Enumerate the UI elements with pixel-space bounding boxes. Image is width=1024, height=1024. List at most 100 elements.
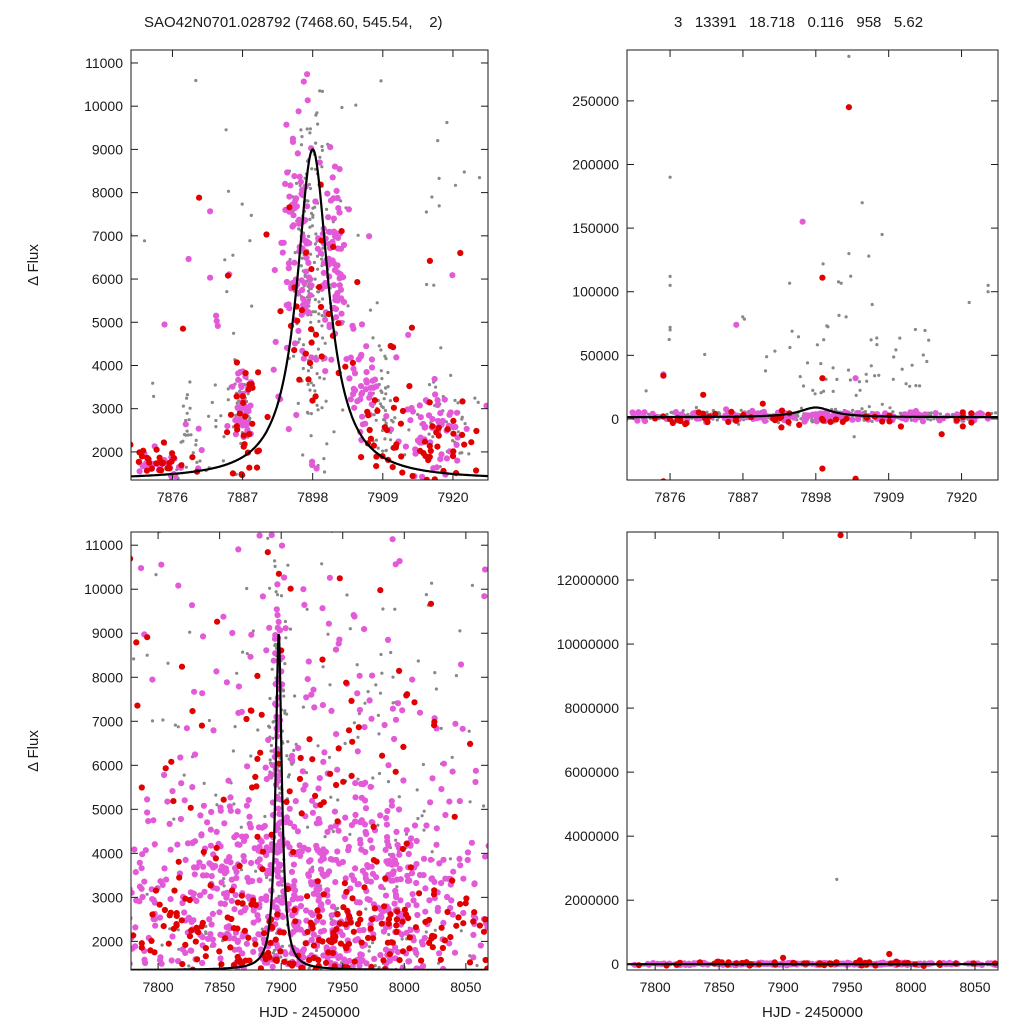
data-point: [352, 780, 359, 787]
data-point: [386, 385, 390, 389]
data-point: [144, 809, 151, 816]
data-point: [181, 404, 185, 408]
data-point: [407, 864, 414, 871]
data-point: [158, 467, 165, 474]
data-point: [428, 875, 435, 883]
data-point: [431, 476, 438, 480]
data-point: [325, 442, 329, 446]
data-point: [160, 943, 164, 947]
data-point: [308, 225, 312, 229]
data-point: [346, 957, 353, 965]
data-point: [439, 944, 446, 952]
data-point: [300, 296, 307, 303]
data-point: [383, 427, 391, 434]
data-point: [799, 417, 803, 421]
data-point: [241, 441, 248, 448]
data-point: [170, 925, 177, 932]
data-point: [265, 736, 272, 744]
data-point: [124, 361, 130, 367]
data-point: [600, 417, 603, 420]
data-point: [242, 904, 249, 912]
data-point: [577, 418, 580, 421]
data-point: [305, 309, 312, 316]
data-point: [276, 929, 284, 936]
data-point: [399, 707, 406, 714]
data-point: [361, 884, 368, 891]
x-axis-label: HJD - 2450000: [259, 1004, 360, 1021]
data-point: [259, 593, 266, 600]
data-point: [73, 489, 76, 492]
data-point: [239, 950, 246, 957]
data-point: [234, 938, 241, 946]
y-tick-label: 7000: [92, 713, 123, 729]
data-point: [303, 249, 310, 256]
data-point: [369, 916, 376, 923]
data-point: [437, 410, 444, 417]
data-point: [82, 926, 85, 929]
data-point: [309, 211, 314, 215]
x-tick-label: 7900: [767, 979, 798, 995]
data-point: [371, 941, 375, 945]
data-point: [161, 906, 168, 914]
data-point: [388, 802, 396, 809]
data-point: [136, 883, 143, 890]
data-point: [396, 851, 403, 858]
data-point: [332, 430, 336, 434]
data-point: [430, 465, 437, 472]
data-point: [602, 414, 605, 417]
data-point: [132, 657, 136, 661]
data-point: [388, 798, 395, 805]
data-point: [281, 958, 288, 965]
data-point: [255, 916, 262, 923]
model-curve: [131, 148, 488, 478]
data-point: [258, 838, 265, 845]
data-point: [437, 956, 444, 963]
data-point: [396, 957, 403, 964]
data-point: [505, 911, 511, 917]
data-point: [451, 439, 455, 443]
data-point: [290, 882, 297, 890]
data-point: [332, 879, 339, 886]
data-point: [610, 327, 613, 330]
data-point: [224, 914, 231, 921]
data-point: [226, 387, 230, 391]
data-point: [296, 220, 303, 227]
data-point: [397, 897, 404, 904]
data-point: [391, 675, 395, 679]
data-point: [236, 841, 243, 848]
data-point: [847, 54, 851, 59]
data-point: [370, 857, 377, 864]
data-point: [378, 691, 383, 695]
data-point: [831, 366, 835, 370]
data-point: [376, 713, 380, 718]
data-point: [348, 697, 355, 705]
data-point: [254, 912, 261, 919]
data-point: [438, 880, 445, 887]
data-point: [457, 862, 464, 869]
data-point: [470, 583, 474, 588]
data-point: [373, 964, 377, 968]
data-point: [178, 462, 185, 469]
data-point: [406, 945, 413, 952]
data-point: [139, 463, 146, 470]
data-point: [198, 722, 205, 729]
data-point: [311, 310, 315, 314]
data-point: [513, 901, 519, 907]
data-point: [313, 886, 320, 893]
data-point: [345, 206, 352, 213]
data-point: [290, 212, 297, 219]
data-point: [388, 877, 395, 884]
data-point: [88, 868, 94, 874]
data-point: [277, 308, 284, 315]
data-point: [320, 314, 324, 318]
data-point: [385, 920, 392, 927]
data-point: [462, 170, 466, 174]
data-point: [309, 809, 316, 816]
data-point: [290, 848, 297, 856]
data-point: [508, 521, 511, 524]
data-point: [276, 838, 283, 846]
data-point: [226, 398, 230, 402]
data-point: [310, 942, 317, 949]
data-point: [268, 758, 272, 762]
data-point: [321, 749, 328, 756]
